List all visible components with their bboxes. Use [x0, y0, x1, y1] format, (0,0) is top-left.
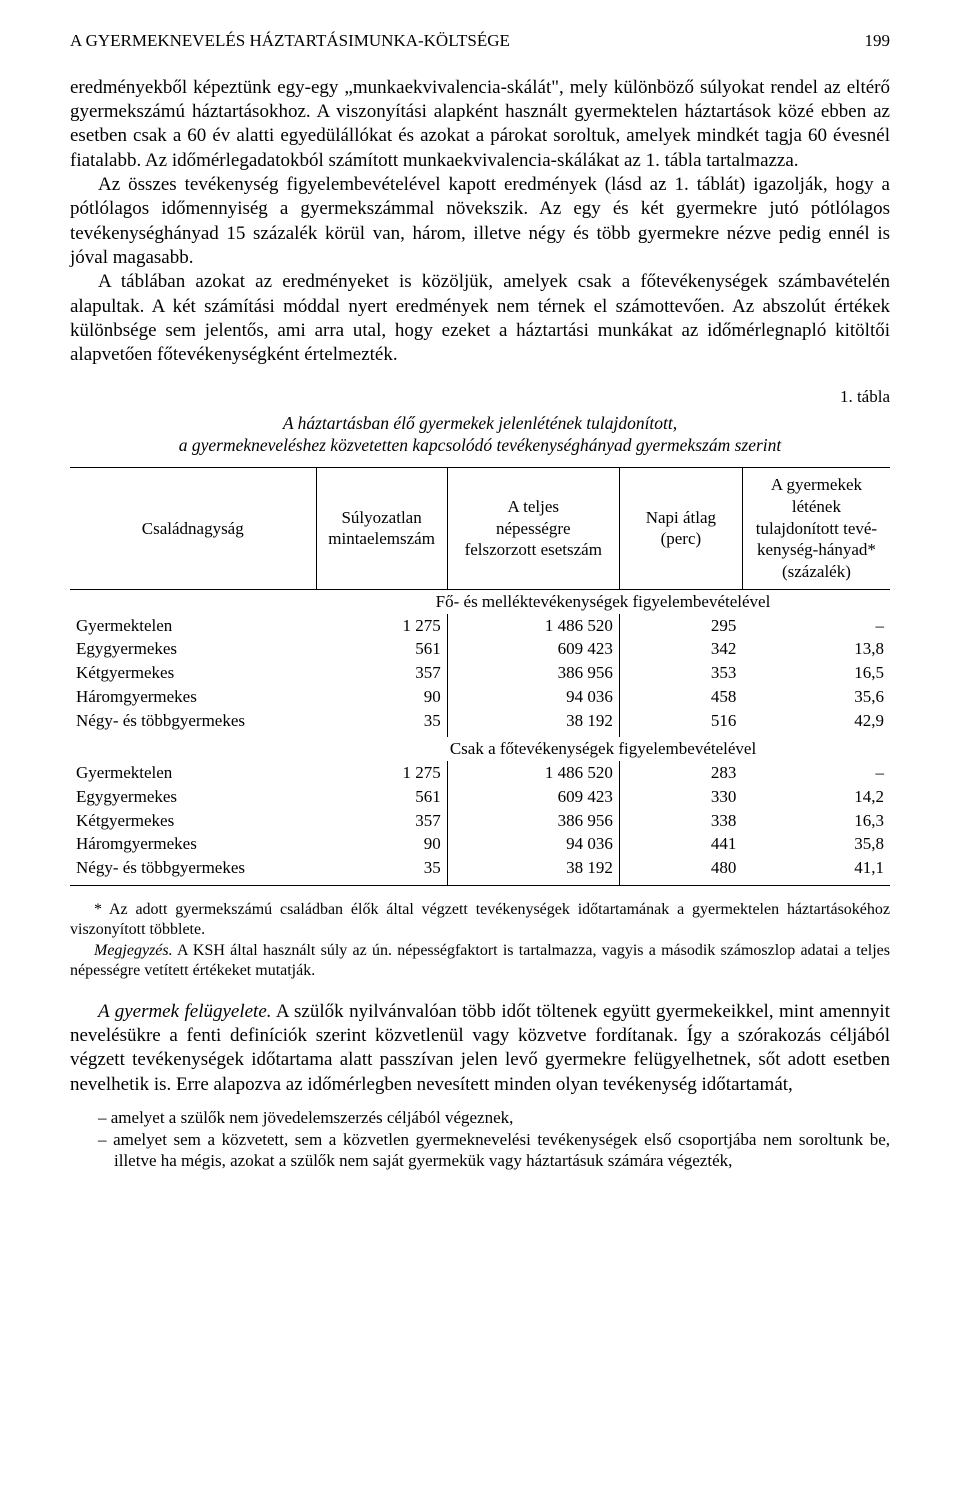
table-bottom-rule [70, 885, 890, 886]
section-1-title-row: Fő- és melléktevékenységek figyelembevét… [70, 589, 890, 613]
data-table: Családnagyság Súlyozatlanmintaelemszám A… [70, 467, 890, 886]
table-body: Fő- és melléktevékenységek figyelembevét… [70, 589, 890, 885]
section-2-title-row: Csak a főtevékenységek figyelembevételév… [70, 737, 890, 761]
row-avg: 458 [619, 685, 742, 709]
footnote-note-label: Megjegyzés. [94, 942, 173, 959]
row-avg: 283 [619, 761, 742, 785]
table-row: Kétgyermekes 357 386 956 353 16,5 [70, 661, 890, 685]
list-item: amelyet a szülők nem jövedelemszerzés cé… [98, 1107, 890, 1129]
list-item: amelyet sem a közvetett, sem a közvetlen… [98, 1129, 890, 1173]
row-pct: 35,6 [742, 685, 890, 709]
row-pop: 609 423 [447, 637, 619, 661]
row-pct: 16,3 [742, 809, 890, 833]
row-pct: – [742, 614, 890, 638]
row-avg: 516 [619, 709, 742, 738]
table-row: Gyermektelen 1 275 1 486 520 283 – [70, 761, 890, 785]
table-caption: A háztartásban élő gyermekek jelenléténe… [70, 413, 890, 457]
row-label: Háromgyermekes [70, 685, 316, 709]
paragraph-4-subhead: A gyermek felügyelete. [98, 1001, 272, 1022]
row-n: 357 [316, 809, 447, 833]
row-n: 90 [316, 832, 447, 856]
th-percent: A gyermekek léténektulajdonított tevé-ke… [742, 468, 890, 590]
row-pop: 609 423 [447, 785, 619, 809]
row-pop: 386 956 [447, 809, 619, 833]
row-n: 357 [316, 661, 447, 685]
bullet-list: amelyet a szülők nem jövedelemszerzés cé… [70, 1107, 890, 1172]
table-row: Háromgyermekes 90 94 036 458 35,6 [70, 685, 890, 709]
table-header-row: Családnagyság Súlyozatlanmintaelemszám A… [70, 468, 890, 590]
row-avg: 480 [619, 856, 742, 885]
row-label: Gyermektelen [70, 761, 316, 785]
row-n: 35 [316, 709, 447, 738]
table-caption-line2: a gyermekneveléshez közvetetten kapcsoló… [179, 435, 782, 455]
th-population: A teljesnépességrefelszorzott esetszám [447, 468, 619, 590]
row-n: 1 275 [316, 614, 447, 638]
page: A GYERMEKNEVELÉS HÁZTARTÁSIMUNKA-KÖLTSÉG… [0, 0, 960, 1222]
paragraph-3: A táblában azokat az eredményeket is köz… [70, 270, 890, 367]
row-label: Egygyermekes [70, 637, 316, 661]
row-label: Egygyermekes [70, 785, 316, 809]
section-2-title: Csak a főtevékenységek figyelembevételév… [316, 737, 890, 761]
paragraph-1: eredményekből képeztünk egy-egy „munkaek… [70, 76, 890, 173]
table-label: 1. tábla [70, 386, 890, 408]
table-row: Egygyermekes 561 609 423 330 14,2 [70, 785, 890, 809]
row-label: Kétgyermekes [70, 661, 316, 685]
table-row: Kétgyermekes 357 386 956 338 16,3 [70, 809, 890, 833]
row-pct: 35,8 [742, 832, 890, 856]
row-pop: 38 192 [447, 856, 619, 885]
row-pct: 13,8 [742, 637, 890, 661]
row-n: 561 [316, 637, 447, 661]
row-avg: 342 [619, 637, 742, 661]
th-family-size: Családnagyság [70, 468, 316, 590]
row-n: 1 275 [316, 761, 447, 785]
row-avg: 295 [619, 614, 742, 638]
table-row: Négy- és többgyermekes 35 38 192 516 42,… [70, 709, 890, 738]
running-head: A GYERMEKNEVELÉS HÁZTARTÁSIMUNKA-KÖLTSÉG… [70, 30, 890, 52]
row-avg: 441 [619, 832, 742, 856]
table-row: Négy- és többgyermekes 35 38 192 480 41,… [70, 856, 890, 885]
row-label: Négy- és többgyermekes [70, 856, 316, 885]
row-pop: 94 036 [447, 685, 619, 709]
section-1-title: Fő- és melléktevékenységek figyelembevét… [316, 589, 890, 613]
row-n: 561 [316, 785, 447, 809]
row-avg: 330 [619, 785, 742, 809]
row-n: 35 [316, 856, 447, 885]
footnote-note-text: A KSH által használt súly az ún. népessé… [70, 942, 890, 979]
row-pop: 94 036 [447, 832, 619, 856]
paragraph-2: Az összes tevékenység figyelembevételéve… [70, 173, 890, 270]
th-daily-avg: Napi átlag(perc) [619, 468, 742, 590]
running-head-page: 199 [865, 30, 891, 52]
row-pop: 1 486 520 [447, 614, 619, 638]
row-pop: 38 192 [447, 709, 619, 738]
row-label: Kétgyermekes [70, 809, 316, 833]
table-row: Gyermektelen 1 275 1 486 520 295 – [70, 614, 890, 638]
table-caption-line1: A háztartásban élő gyermekek jelenléténe… [283, 413, 677, 433]
row-pct: 41,1 [742, 856, 890, 885]
row-pop: 386 956 [447, 661, 619, 685]
row-label: Gyermektelen [70, 614, 316, 638]
table-row: Háromgyermekes 90 94 036 441 35,8 [70, 832, 890, 856]
row-pct: 16,5 [742, 661, 890, 685]
row-avg: 338 [619, 809, 742, 833]
row-pop: 1 486 520 [447, 761, 619, 785]
footnote-note: Megjegyzés. A KSH által használt súly az… [70, 941, 890, 982]
row-avg: 353 [619, 661, 742, 685]
row-pct: 14,2 [742, 785, 890, 809]
paragraph-4: A gyermek felügyelete. A szülők nyilvánv… [70, 1000, 890, 1097]
footnote-star: * Az adott gyermekszámú családban élők á… [70, 900, 890, 941]
row-pct: 42,9 [742, 709, 890, 738]
table-footnotes: * Az adott gyermekszámú családban élők á… [70, 900, 890, 982]
row-pct: – [742, 761, 890, 785]
row-label: Négy- és többgyermekes [70, 709, 316, 738]
th-sample-size: Súlyozatlanmintaelemszám [316, 468, 447, 590]
row-n: 90 [316, 685, 447, 709]
row-label: Háromgyermekes [70, 832, 316, 856]
running-head-title: A GYERMEKNEVELÉS HÁZTARTÁSIMUNKA-KÖLTSÉG… [70, 30, 510, 52]
table-row: Egygyermekes 561 609 423 342 13,8 [70, 637, 890, 661]
